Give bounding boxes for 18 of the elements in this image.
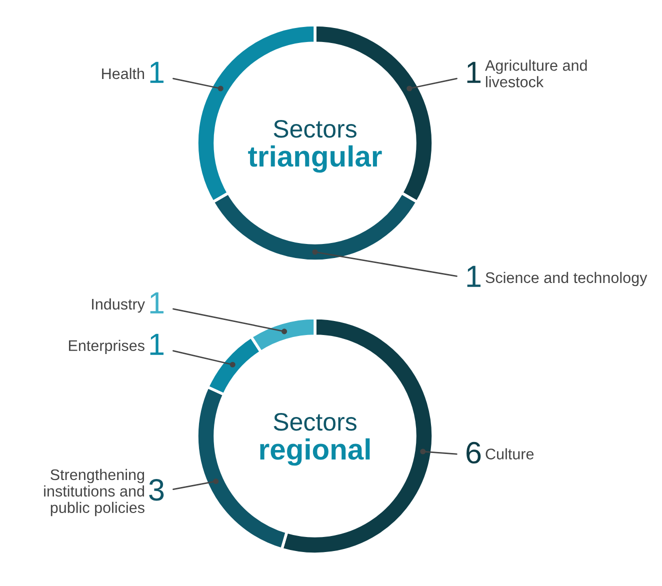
text: regional	[260, 438, 370, 466]
text: triangular	[248, 145, 382, 173]
data-label: 3	[149, 479, 164, 501]
data-label: 1	[150, 292, 164, 314]
slice-label: Strengthening institutions and public policies	[44, 468, 144, 516]
slice-label: Agriculture and livestock	[485, 60, 587, 88]
slice-label: Enterprises	[68, 340, 144, 354]
slice-label: Industry	[92, 298, 145, 313]
slice-label: Culture	[486, 448, 534, 460]
data-label: 1	[467, 62, 480, 83]
slice-label: Science and technology	[486, 272, 648, 286]
data-label: 1	[150, 334, 164, 355]
data-label: 1	[150, 62, 164, 83]
data-label: 1	[467, 266, 480, 287]
text: Sectors	[274, 413, 356, 431]
text: Sectors	[274, 120, 356, 138]
slice-label: Health	[102, 68, 144, 80]
data-label: 6	[466, 442, 481, 464]
